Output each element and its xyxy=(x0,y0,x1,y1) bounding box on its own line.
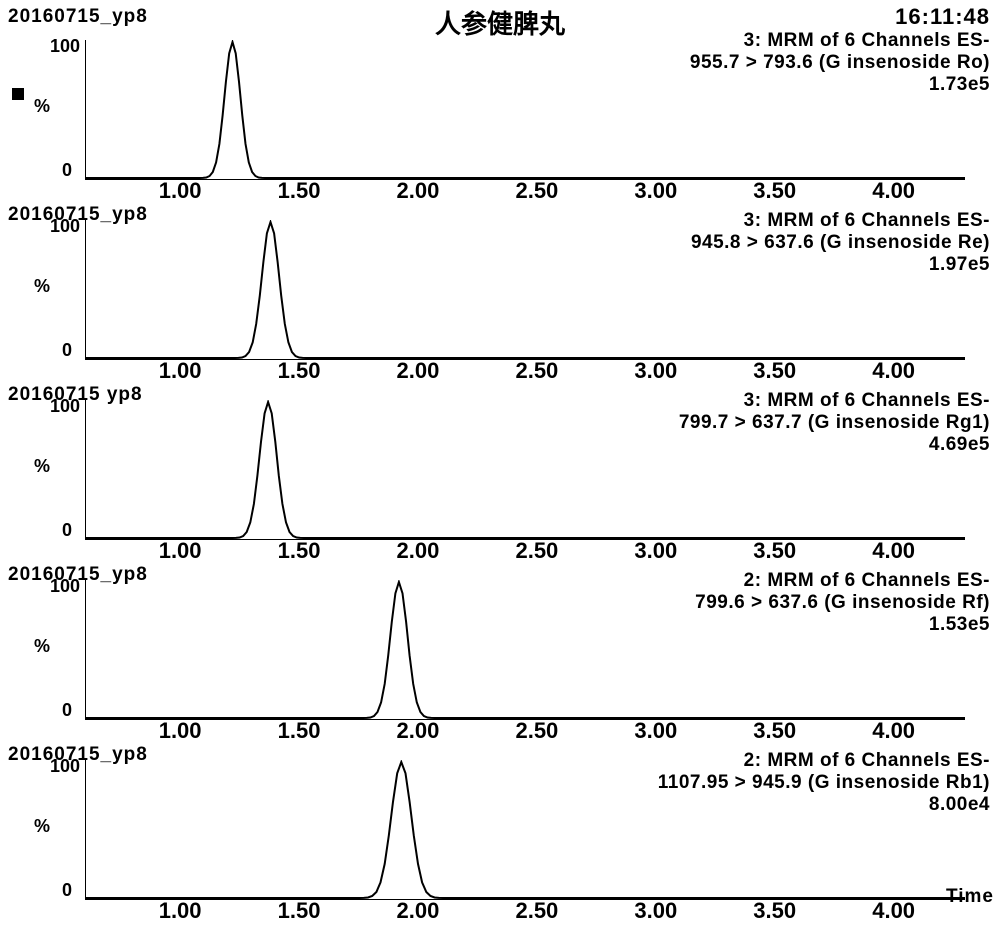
ytick-100: 100 xyxy=(42,756,80,777)
xtick-label: 1.00 xyxy=(159,358,202,384)
chromatogram-plot xyxy=(85,580,965,720)
chromatogram-plot xyxy=(85,40,965,180)
xtick-label: 2.50 xyxy=(515,178,558,204)
peak-trace xyxy=(85,42,965,178)
timestamp: 16:11:48 xyxy=(895,4,990,30)
header: 20160715_yp8 人参健脾丸 16:11:48 xyxy=(0,4,1000,32)
xtick-label: 4.00 xyxy=(872,538,915,564)
xtick-label: 3.50 xyxy=(753,178,796,204)
peak-trace xyxy=(85,402,965,538)
xtick-label: 1.50 xyxy=(278,178,321,204)
xtick-label: 1.50 xyxy=(278,358,321,384)
xtick-label: 1.50 xyxy=(278,538,321,564)
xtick-label: 3.00 xyxy=(634,718,677,744)
xtick-label: 2.00 xyxy=(397,718,440,744)
xtick-label: 1.50 xyxy=(278,718,321,744)
xtick-label: 1.50 xyxy=(278,898,321,924)
x-axis-label: Time xyxy=(946,886,994,908)
xtick-label: 1.00 xyxy=(159,898,202,924)
chromatogram-panel: 3: MRM of 6 Channels ES-955.7 > 793.6 (G… xyxy=(0,30,1000,210)
xtick-label: 3.50 xyxy=(753,538,796,564)
chromatogram-plot xyxy=(85,400,965,540)
xtick-label: 1.00 xyxy=(159,538,202,564)
xtick-label: 3.50 xyxy=(753,358,796,384)
peak-trace xyxy=(85,582,965,718)
xtick-label: 2.50 xyxy=(515,358,558,384)
xtick-label: 2.00 xyxy=(397,898,440,924)
peak-trace xyxy=(85,222,965,358)
xtick-label: 4.00 xyxy=(872,898,915,924)
ytick-0: 0 xyxy=(62,880,72,901)
xtick-label: 2.50 xyxy=(515,718,558,744)
xtick-label: 3.50 xyxy=(753,718,796,744)
peak-trace xyxy=(85,762,965,898)
chromatogram-panels: 3: MRM of 6 Channels ES-955.7 > 793.6 (G… xyxy=(0,30,1000,930)
xtick-label: 4.00 xyxy=(872,718,915,744)
xtick-label: 3.50 xyxy=(753,898,796,924)
ytick-0: 0 xyxy=(62,700,72,721)
y-unit: % xyxy=(34,276,50,297)
header-sample-id: 20160715_yp8 xyxy=(8,6,148,28)
xtick-label: 2.50 xyxy=(515,538,558,564)
ytick-0: 0 xyxy=(62,520,72,541)
ytick-0: 0 xyxy=(62,340,72,361)
chromatogram-plot xyxy=(85,760,965,900)
chromatogram-panel: 20160715_yp82: MRM of 6 Channels ES-799.… xyxy=(0,570,1000,750)
x-ticks: 1.00 1.50 2.00 2.50 3.00 3.50 4.00 xyxy=(85,358,965,384)
xtick-label: 2.50 xyxy=(515,898,558,924)
xtick-label: 3.00 xyxy=(634,898,677,924)
ytick-100: 100 xyxy=(42,396,80,417)
xtick-label: 4.00 xyxy=(872,178,915,204)
ytick-0: 0 xyxy=(62,160,72,181)
xtick-label: 4.00 xyxy=(872,358,915,384)
chromatogram-panel: 20160715 yp83: MRM of 6 Channels ES-799.… xyxy=(0,390,1000,570)
ytick-100: 100 xyxy=(42,576,80,597)
y-unit: % xyxy=(34,636,50,657)
chromatogram-panel: 20160715_yp82: MRM of 6 Channels ES-1107… xyxy=(0,750,1000,930)
x-ticks: 1.00 1.50 2.00 2.50 3.00 3.50 4.00 xyxy=(85,718,965,744)
y-unit: % xyxy=(34,96,50,117)
y-unit: % xyxy=(34,456,50,477)
x-ticks: 1.00 1.50 2.00 2.50 3.00 3.50 4.00 xyxy=(85,178,965,204)
xtick-label: 2.00 xyxy=(397,358,440,384)
xtick-label: 3.00 xyxy=(634,538,677,564)
legend-marker-icon xyxy=(12,88,24,100)
xtick-label: 3.00 xyxy=(634,178,677,204)
ytick-100: 100 xyxy=(42,36,80,57)
y-unit: % xyxy=(34,816,50,837)
xtick-label: 2.00 xyxy=(397,178,440,204)
chromatogram-plot xyxy=(85,220,965,360)
xtick-label: 1.00 xyxy=(159,718,202,744)
ytick-100: 100 xyxy=(42,216,80,237)
x-ticks: 1.00 1.50 2.00 2.50 3.00 3.50 4.00 xyxy=(85,538,965,564)
chromatogram-panel: 20160715_yp83: MRM of 6 Channels ES-945.… xyxy=(0,210,1000,390)
x-ticks: 1.00 1.50 2.00 2.50 3.00 3.50 4.00 xyxy=(85,898,965,924)
xtick-label: 2.00 xyxy=(397,538,440,564)
xtick-label: 1.00 xyxy=(159,178,202,204)
xtick-label: 3.00 xyxy=(634,358,677,384)
